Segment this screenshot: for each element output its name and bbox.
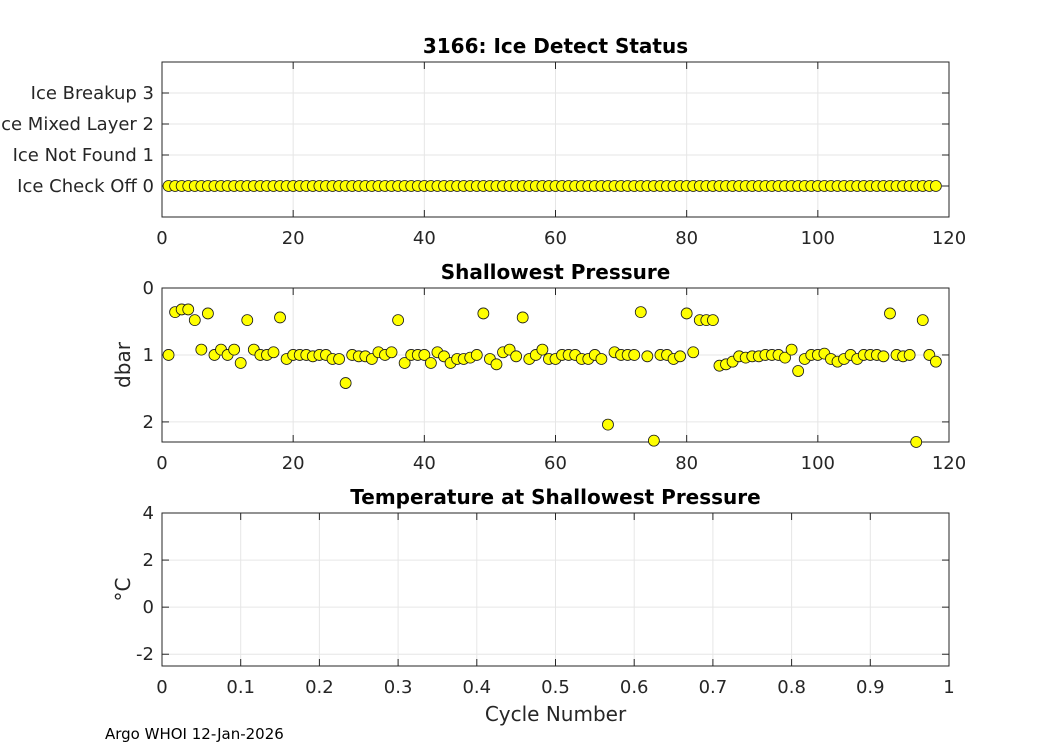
data-point	[339, 377, 352, 389]
data-point	[398, 357, 411, 369]
x-tick-label: 20	[282, 228, 305, 249]
x-tick-label: 0.6	[620, 677, 649, 698]
y-tick-label: Ice Breakup 3	[31, 83, 154, 104]
data-point	[195, 343, 208, 356]
data-point	[418, 349, 431, 361]
y-tick-label: 2	[143, 412, 154, 433]
footer-credit: Argo WHOI 12-Jan-2026	[105, 725, 284, 743]
y-tick-label: -2	[136, 644, 154, 665]
x-tick-label: 40	[413, 228, 436, 249]
data-point	[707, 314, 719, 327]
y-tick-label: Ice Not Found 1	[13, 145, 154, 166]
x-tick-label: 40	[413, 453, 436, 474]
data-point	[595, 353, 608, 365]
data-point	[516, 311, 529, 324]
data-point	[234, 357, 247, 369]
x-tick-label: 100	[801, 228, 835, 249]
y-tick-label: 4	[143, 503, 154, 524]
x-tick-label: 0	[156, 677, 167, 698]
data-point	[641, 350, 654, 363]
chart-title: 3166: Ice Detect Status	[423, 34, 688, 58]
x-tick-label: 20	[282, 453, 305, 474]
x-axis-label: Cycle Number	[485, 702, 627, 726]
data-point	[490, 358, 503, 371]
data-point	[477, 307, 490, 320]
x-tick-label: 120	[932, 453, 966, 474]
x-tick-label: 60	[544, 228, 567, 249]
data-point	[929, 180, 942, 192]
y-axis-label: °C	[111, 578, 135, 602]
x-tick-label: 0	[156, 453, 167, 474]
y-axis-label: dbar	[111, 341, 135, 388]
data-point	[267, 346, 280, 359]
data-point	[392, 314, 405, 327]
data-point	[536, 343, 549, 356]
x-tick-label: 0.3	[384, 677, 413, 698]
data-point	[680, 307, 693, 320]
data-point	[785, 343, 798, 356]
chart-panel-3: 0 0.1 0.2 0.3 0.4 0.5 0.6 0.7 0.8 0.9 1-2024Temper…	[111, 485, 955, 726]
data-point	[228, 343, 241, 356]
data-point	[510, 350, 523, 363]
data-point	[779, 351, 791, 364]
chart-panel-2: 0 20 40 60 80 100 120 0 1 2 Shallowest Pressure dba…	[111, 260, 966, 474]
x-tick-label: 0.7	[699, 677, 728, 698]
data-point	[182, 303, 195, 316]
data-point	[602, 418, 614, 431]
data-point	[647, 434, 660, 447]
y-tick-label: 0	[143, 278, 154, 299]
data-point	[385, 346, 398, 359]
data-point	[628, 349, 641, 361]
x-tick-label: 0.2	[305, 677, 334, 698]
y-tick-label: 2	[143, 550, 154, 571]
x-tick-label: 0.8	[777, 677, 806, 698]
data-point	[877, 350, 890, 363]
data-point	[916, 314, 929, 327]
data-point	[188, 314, 201, 327]
y-tick-label: Ice Check Off 0	[17, 176, 154, 197]
y-tick-label: 0	[143, 597, 154, 618]
x-tick-label: 0.9	[856, 677, 885, 698]
x-tick-label: 120	[932, 228, 966, 249]
data-point	[687, 346, 700, 359]
x-tick-label: 0.1	[226, 677, 255, 698]
data-point	[674, 350, 687, 363]
data-point	[162, 349, 175, 361]
data-point	[792, 365, 805, 377]
data-point	[470, 349, 483, 361]
data-point	[884, 307, 896, 320]
x-tick-label: 0.4	[462, 677, 491, 698]
data-point	[929, 355, 942, 368]
data-point	[274, 311, 286, 324]
x-tick-label: 1	[943, 677, 954, 698]
chart-panel-1: 0 20 40 60 80 100 120 Ice Check Off 0 Ice Not Fo…	[0, 34, 966, 249]
y-tick-label: Ice Mixed Layer 2	[0, 114, 154, 135]
x-tick-label: 80	[675, 228, 698, 249]
data-point	[202, 307, 214, 320]
x-tick-label: 0	[156, 228, 167, 249]
x-tick-label: 80	[675, 453, 698, 474]
data-point	[634, 306, 647, 319]
data-point	[903, 349, 916, 361]
data-point	[333, 353, 345, 365]
y-tick-label: 1	[143, 345, 154, 366]
data-point	[424, 357, 437, 369]
x-tick-label: 0.5	[541, 677, 570, 698]
data-point	[910, 436, 923, 448]
data-point	[241, 314, 254, 327]
x-tick-label: 60	[544, 453, 567, 474]
chart-title: Temperature at Shallowest Pressure	[350, 485, 760, 509]
x-tick-label: 100	[801, 453, 835, 474]
chart-title: Shallowest Pressure	[441, 260, 671, 284]
